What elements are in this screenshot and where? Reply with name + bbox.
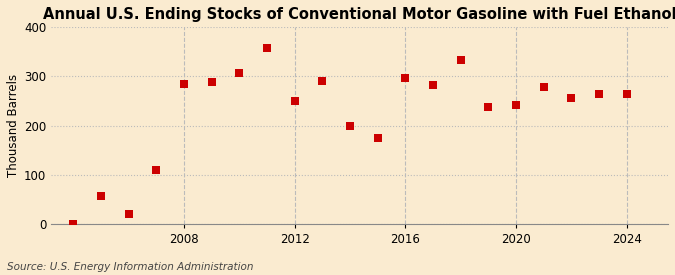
Point [372,136,383,140]
Point [68,221,79,226]
Point [234,71,245,75]
Title: Annual U.S. Ending Stocks of Conventional Motor Gasoline with Fuel Ethanol: Annual U.S. Ending Stocks of Conventiona… [43,7,675,22]
Point [483,105,493,110]
Point [538,85,549,89]
Point [179,82,190,86]
Point [593,92,604,96]
Point [344,123,355,128]
Point [124,212,134,216]
Point [510,103,521,108]
Text: Source: U.S. Energy Information Administration: Source: U.S. Energy Information Administ… [7,262,253,272]
Point [151,168,162,173]
Y-axis label: Thousand Barrels: Thousand Barrels [7,74,20,177]
Point [262,46,273,51]
Point [566,95,576,100]
Point [96,194,107,198]
Point [427,82,438,87]
Point [400,76,410,80]
Point [207,80,217,85]
Point [455,58,466,62]
Point [289,99,300,103]
Point [621,92,632,96]
Point [317,79,327,84]
